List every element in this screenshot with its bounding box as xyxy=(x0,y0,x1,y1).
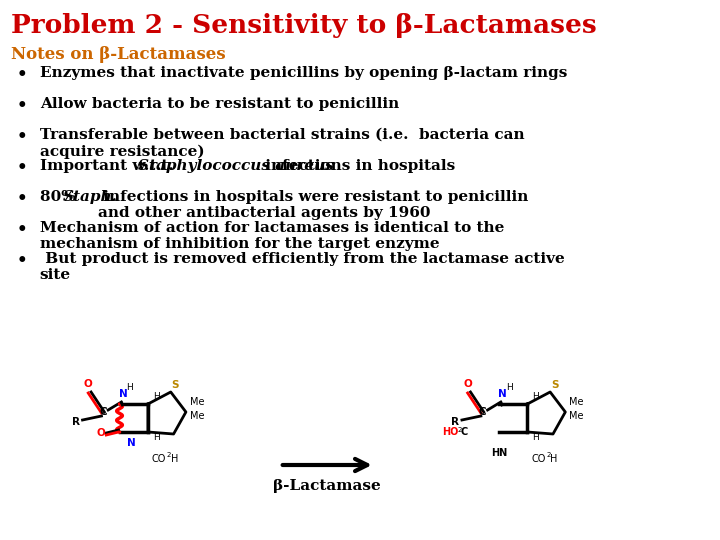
Text: Me: Me xyxy=(189,397,204,407)
Text: H: H xyxy=(550,454,557,464)
Text: N: N xyxy=(498,389,507,399)
Text: Allow bacteria to be resistant to penicillin: Allow bacteria to be resistant to penici… xyxy=(40,97,399,111)
Text: •: • xyxy=(17,221,27,238)
Text: O: O xyxy=(96,428,105,438)
Text: Mechanism of action for lactamases is identical to the
mechanism of inhibition f: Mechanism of action for lactamases is id… xyxy=(40,221,504,251)
Text: N: N xyxy=(119,389,127,399)
Text: 2: 2 xyxy=(546,452,551,458)
Text: H: H xyxy=(153,433,159,442)
Text: H: H xyxy=(153,392,159,401)
Text: Staphylococcus aureus: Staphylococcus aureus xyxy=(138,159,334,173)
Text: infections in hospitals were resistant to penicillin
and other antibacterial age: infections in hospitals were resistant t… xyxy=(98,190,528,220)
Text: Me: Me xyxy=(189,411,204,421)
Text: Important w.r.t.: Important w.r.t. xyxy=(40,159,179,173)
Text: β-Lactamase: β-Lactamase xyxy=(274,479,381,493)
Text: H: H xyxy=(171,454,178,464)
Text: HO: HO xyxy=(442,427,459,437)
Text: C: C xyxy=(479,407,487,417)
Text: •: • xyxy=(17,66,27,83)
Text: S: S xyxy=(171,380,179,390)
Text: Notes on β-Lactamases: Notes on β-Lactamases xyxy=(12,46,226,63)
Text: R: R xyxy=(451,417,459,427)
Text: O: O xyxy=(84,379,93,389)
Text: Me: Me xyxy=(569,411,584,421)
Text: Staph.: Staph. xyxy=(63,190,118,204)
Text: S: S xyxy=(551,380,559,390)
Text: •: • xyxy=(17,159,27,176)
Text: 80%: 80% xyxy=(40,190,81,204)
Text: infections in hospitals: infections in hospitals xyxy=(260,159,455,173)
Text: O: O xyxy=(463,379,472,389)
Text: 2: 2 xyxy=(457,427,462,433)
Text: •: • xyxy=(17,128,27,145)
Text: R: R xyxy=(72,417,80,427)
Text: CO: CO xyxy=(531,454,546,464)
Text: C: C xyxy=(99,407,107,417)
Text: H: H xyxy=(127,383,133,392)
Text: HN: HN xyxy=(491,448,508,458)
Text: •: • xyxy=(17,252,27,269)
Text: CO: CO xyxy=(152,454,166,464)
Text: C: C xyxy=(461,427,468,437)
Text: But product is removed efficiently from the lactamase active
site: But product is removed efficiently from … xyxy=(40,252,564,282)
Text: Enzymes that inactivate penicillins by opening β-lactam rings: Enzymes that inactivate penicillins by o… xyxy=(40,66,567,80)
Text: H: H xyxy=(506,383,513,392)
Text: Transferable between bacterial strains (i.e.  bacteria can
acquire resistance): Transferable between bacterial strains (… xyxy=(40,128,524,159)
Text: H: H xyxy=(532,392,539,401)
Text: •: • xyxy=(17,190,27,207)
Text: 2: 2 xyxy=(167,452,171,458)
Text: Problem 2 - Sensitivity to β-Lactamases: Problem 2 - Sensitivity to β-Lactamases xyxy=(12,13,597,38)
Text: N: N xyxy=(127,438,135,448)
Text: Me: Me xyxy=(569,397,584,407)
Text: •: • xyxy=(17,97,27,114)
Text: H: H xyxy=(532,433,539,442)
